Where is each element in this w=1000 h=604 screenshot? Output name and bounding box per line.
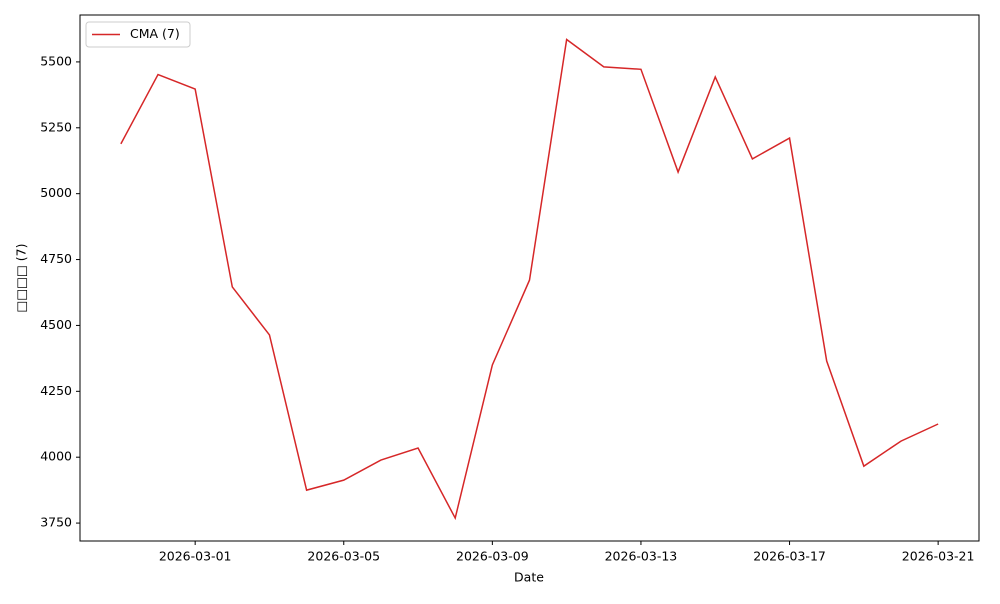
x-tick-label: 2026-03-17 — [753, 549, 826, 564]
line — [120, 38, 939, 521]
x-axis-label: Date — [514, 570, 544, 585]
plot-frame — [79, 14, 980, 542]
x-tick-label: 2026-03-05 — [307, 549, 380, 564]
legend-box — [85, 21, 191, 48]
x-tick-label: 2026-03-01 — [159, 549, 232, 564]
y-tick-label: 4500 — [40, 317, 72, 332]
y-tick-label: 4250 — [40, 383, 72, 398]
x-tick-label: 2026-03-21 — [902, 549, 975, 564]
y-tick-label: 5000 — [40, 185, 72, 200]
y-tick-label: 4000 — [40, 449, 72, 464]
y-tick-label: 3750 — [40, 515, 72, 530]
x-tick-label: 2026-03-09 — [456, 549, 529, 564]
y-tick-label: 5500 — [40, 53, 72, 68]
y-axis-label: □□□□ (7) — [14, 244, 29, 313]
legend-label: CMA (7) — [130, 26, 180, 41]
y-tick-label: 4750 — [40, 251, 72, 266]
x-tick-label: 2026-03-13 — [605, 549, 678, 564]
y-tick-label: 5250 — [40, 119, 72, 134]
